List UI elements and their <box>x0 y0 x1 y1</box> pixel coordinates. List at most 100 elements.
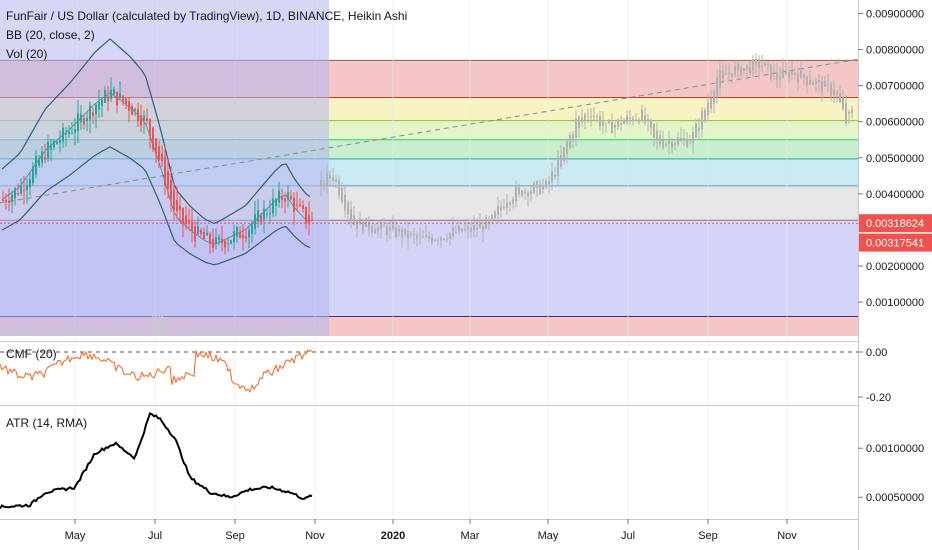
ghost-body <box>440 237 442 241</box>
price-tick-label: 0.00100000 <box>866 297 924 309</box>
volume-bar <box>320 327 322 336</box>
candle-body <box>203 231 205 239</box>
atr-axis[interactable]: 0.00100000 0.00050000 <box>858 443 924 504</box>
ghost-body <box>422 236 424 238</box>
volume-bar <box>26 329 28 336</box>
candle-body <box>119 93 121 99</box>
candle-body <box>311 219 313 221</box>
volume-bar <box>263 328 265 336</box>
ghost-body <box>821 81 823 92</box>
volume-bar <box>158 315 160 336</box>
ghost-body <box>593 115 595 117</box>
ghost-body <box>530 190 532 195</box>
candle-body <box>194 226 196 241</box>
last-price-tag[interactable] <box>859 233 932 252</box>
volume-bar <box>299 330 301 336</box>
volume-bar <box>230 329 232 336</box>
ghost-body <box>851 109 853 113</box>
volume-bar <box>125 332 127 336</box>
ghost-body <box>656 130 658 141</box>
volume-bar <box>71 327 73 336</box>
atr-line <box>0 412 313 509</box>
cmf-legend[interactable]: CMF (20) <box>6 347 57 361</box>
ghost-body <box>809 80 811 85</box>
volume-bar <box>47 333 49 336</box>
ghost-body <box>473 225 475 230</box>
chart-title[interactable]: FunFair / US Dollar (calculated by Tradi… <box>6 9 407 23</box>
ghost-body <box>791 71 793 75</box>
price-tick-label: 0.00600000 <box>866 117 924 129</box>
cmf-axis[interactable]: 0.00 -0.20 <box>858 347 891 404</box>
candle-body <box>17 193 19 195</box>
candle-body <box>287 192 289 200</box>
ghost-body <box>365 218 367 227</box>
volume-bar <box>8 330 10 336</box>
candle-body <box>293 197 295 212</box>
time-tick-label: Jul <box>621 530 635 542</box>
ghost-body <box>542 185 544 190</box>
ghost-body <box>599 116 601 127</box>
volume-bar <box>269 330 271 336</box>
volume-bar <box>92 329 94 336</box>
volume-bar <box>275 333 277 336</box>
ghost-body <box>806 75 808 85</box>
ghost-body <box>704 110 706 121</box>
ghost-body <box>347 202 349 215</box>
bb-legend[interactable]: BB (20, close, 2) <box>6 28 95 42</box>
ghost-body <box>746 64 748 70</box>
volume-bar <box>83 326 85 336</box>
candle-body <box>230 240 232 244</box>
ghost-body <box>362 221 364 232</box>
candle-body <box>8 200 10 203</box>
price-tick-label: 0.00700000 <box>866 81 924 93</box>
volume-bar <box>116 331 118 336</box>
ghost-body <box>359 218 361 225</box>
candle-body <box>206 232 208 236</box>
ghost-body <box>620 122 622 125</box>
candle-body <box>278 190 280 203</box>
candle-body <box>125 98 127 104</box>
ghost-body <box>404 228 406 234</box>
ghost-body <box>707 102 709 116</box>
ghost-body <box>323 183 325 187</box>
ghost-body <box>344 195 346 211</box>
volume-bar <box>215 328 217 336</box>
candle-body <box>35 156 37 175</box>
candle-body <box>14 188 16 199</box>
candle-body <box>23 189 25 191</box>
vol-legend[interactable]: Vol (20) <box>6 47 47 61</box>
time-axis[interactable]: May Jul Sep Nov 2020 Mar May Jul Sep Nov <box>65 519 798 542</box>
price-axis[interactable]: 0.00900000 0.00800000 0.00700000 0.00600000… <box>858 9 932 310</box>
ghost-body <box>848 111 850 114</box>
last-price-tag[interactable] <box>859 214 932 233</box>
ghost-body <box>761 65 763 67</box>
candle-body <box>38 159 40 166</box>
volume-bar <box>224 327 226 336</box>
ghost-body <box>773 71 775 73</box>
ghost-body <box>446 238 448 240</box>
candle-body <box>236 227 238 237</box>
ghost-body <box>524 191 526 194</box>
trendline-dashed[interactable] <box>0 58 859 204</box>
heikin-ashi-candles <box>2 77 313 255</box>
ghost-body <box>749 66 751 74</box>
trendline[interactable] <box>0 58 859 204</box>
ghost-body <box>488 219 490 224</box>
atr-legend[interactable]: ATR (14, RMA) <box>6 416 87 430</box>
time-tick-label: Sep <box>698 530 718 542</box>
candle-body <box>83 118 85 125</box>
candle-body <box>47 141 49 159</box>
ghost-body <box>659 135 661 145</box>
ghost-body <box>797 73 799 82</box>
candle-body <box>296 204 298 206</box>
ghost-body <box>800 70 802 78</box>
volume-bar <box>257 328 259 336</box>
time-tick-label: Sep <box>225 530 245 542</box>
volume-bar <box>242 333 244 336</box>
candle-body <box>80 114 82 123</box>
ghost-body <box>437 240 439 242</box>
volume-bar <box>44 330 46 336</box>
candle-body <box>137 109 139 122</box>
ghost-body <box>815 80 817 84</box>
